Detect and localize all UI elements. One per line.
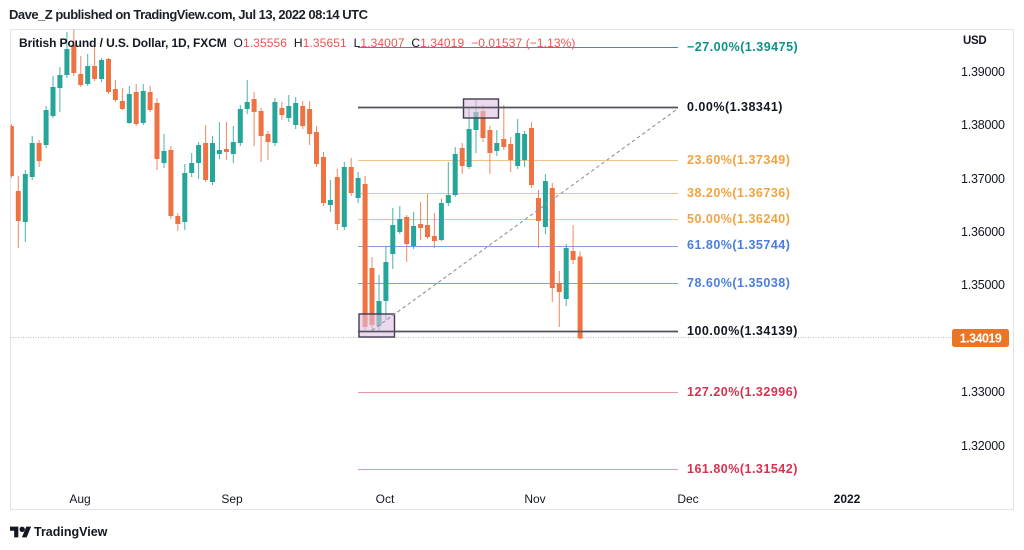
svg-text:1.34019: 1.34019 [960, 332, 1002, 346]
